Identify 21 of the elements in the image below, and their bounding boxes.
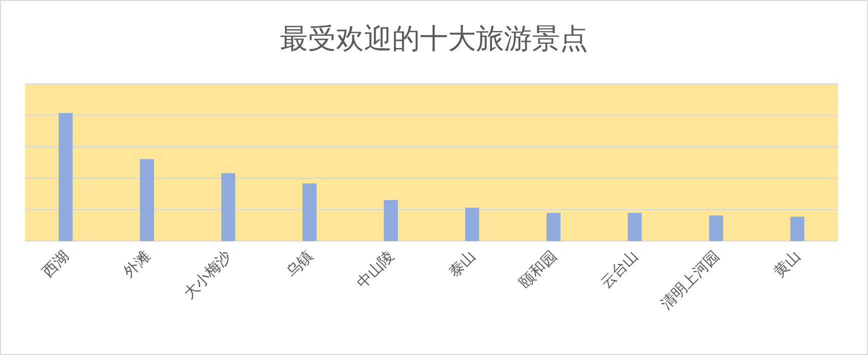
bar: [709, 215, 724, 241]
bar: [140, 159, 154, 241]
bar: [302, 183, 317, 241]
chart-title: 最受欢迎的十大旅游景点: [280, 24, 588, 55]
bar: [546, 212, 560, 241]
x-tick-label: 泰山: [446, 248, 479, 282]
bar: [384, 200, 398, 241]
bar: [628, 212, 642, 241]
bar: [465, 208, 480, 241]
x-tick-label: 乌镇: [283, 248, 316, 282]
bar: [790, 216, 804, 241]
x-tick-label: 大小梅沙: [180, 248, 236, 302]
x-tick-label: 云台山: [598, 248, 642, 292]
x-tick-label: 颐和园: [516, 248, 560, 292]
bar: [221, 173, 236, 241]
bar: [58, 113, 73, 241]
x-tick-label: 西湖: [39, 248, 72, 282]
x-tick-label: 外滩: [120, 248, 154, 282]
x-tick-label: 清明上河园: [658, 248, 723, 313]
x-tick-label: 黄山: [770, 248, 804, 282]
x-tick-label: 中山陵: [354, 248, 398, 292]
